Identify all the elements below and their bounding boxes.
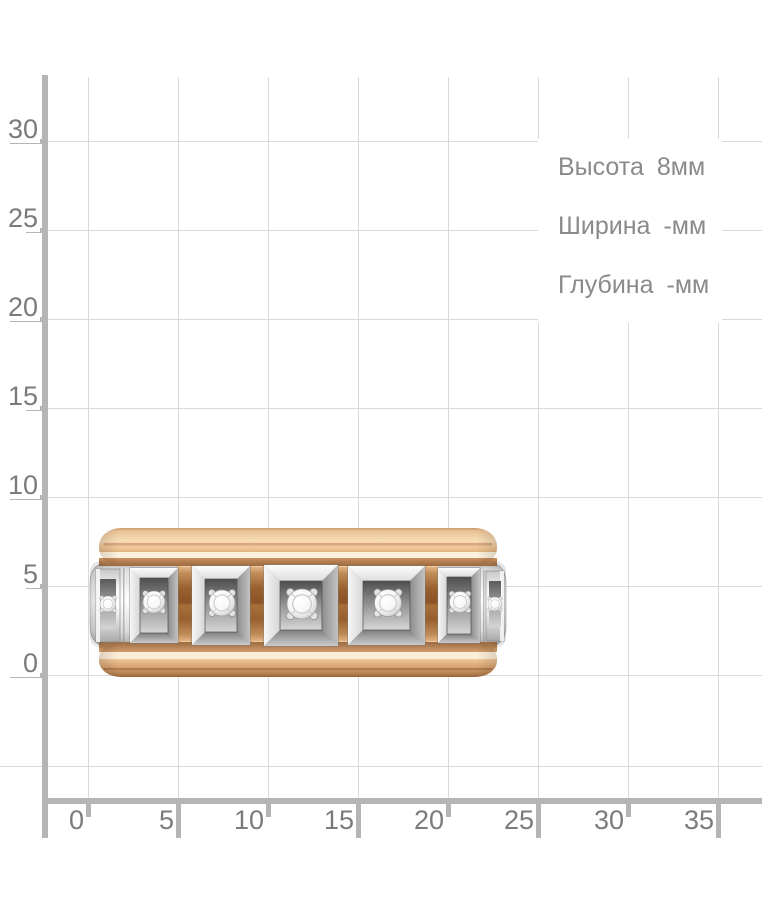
gridline-h [0,408,762,409]
x-tick [176,798,181,838]
x-tick-label: 25 [503,805,534,835]
y-ruler [42,75,48,838]
y-tick-label: 10 [0,471,40,499]
x-tick [536,798,541,838]
dimension-row-width: Ширина -мм [558,212,722,240]
diamond [488,597,502,611]
gridline-h [0,319,762,320]
x-tick-label: 15 [323,805,354,835]
gridline-v [448,77,449,798]
gridline-v [538,77,539,798]
y-tick-label: 5 [0,560,40,588]
gridline-h [0,497,762,498]
diamond [143,591,165,613]
gridline-v [178,77,179,798]
x-tick-label: 10 [233,805,264,835]
x-tick-label: 0 [68,805,84,835]
x-tick [266,798,271,817]
x-tick [626,798,631,817]
dimension-label: Ширина [558,212,651,240]
dimension-value: 8мм [656,153,706,181]
diamond [450,592,471,613]
y-tick-label: 30 [0,115,40,143]
x-tick [86,798,91,817]
x-tick [446,798,451,817]
gridline-v [268,77,269,798]
bezel-square [437,567,481,644]
y-tick-label: 20 [0,293,40,321]
x-tick [356,798,361,838]
x-ruler [42,798,762,804]
ring-bottom-rail [99,642,497,677]
bezel-strip [486,570,504,642]
diamond [100,596,116,612]
bezel-square [347,565,426,646]
gridline-h [0,766,762,767]
ring-photo [89,528,507,677]
x-tick-label: 20 [413,805,444,835]
y-tick-label: 15 [0,382,40,410]
x-tick-label: 30 [593,805,624,835]
gridline-v [718,77,719,798]
dimension-value: -мм [663,212,707,240]
gridline-v [358,77,359,798]
dimension-label: Высота [558,153,644,181]
dimension-row-depth: Глубина -мм [558,271,722,299]
dimension-row-height: Высота 8мм [558,153,722,181]
dimension-value: -мм [666,271,710,299]
bezel-strip [95,568,121,643]
gridline-v [88,77,89,798]
dimension-label: Глубина [558,271,654,299]
y-tick-label: 0 [0,649,40,677]
gridline-h [0,230,762,231]
dimensions-panel: Высота 8мм Ширина -мм Глубина -мм [538,139,722,323]
bezel-square [263,564,339,647]
x-tick [716,798,721,838]
gridline-h [0,141,762,142]
diamond [375,590,402,617]
ring-top-rail [99,528,497,566]
x-tick-label: 35 [683,805,714,835]
diamond [287,589,317,619]
diamond [209,590,235,616]
bezel-square [191,565,251,646]
y-tick-label: 25 [0,204,40,232]
x-tick-label: 5 [158,805,174,835]
bezel-square [129,567,179,644]
gridline-v [628,77,629,798]
